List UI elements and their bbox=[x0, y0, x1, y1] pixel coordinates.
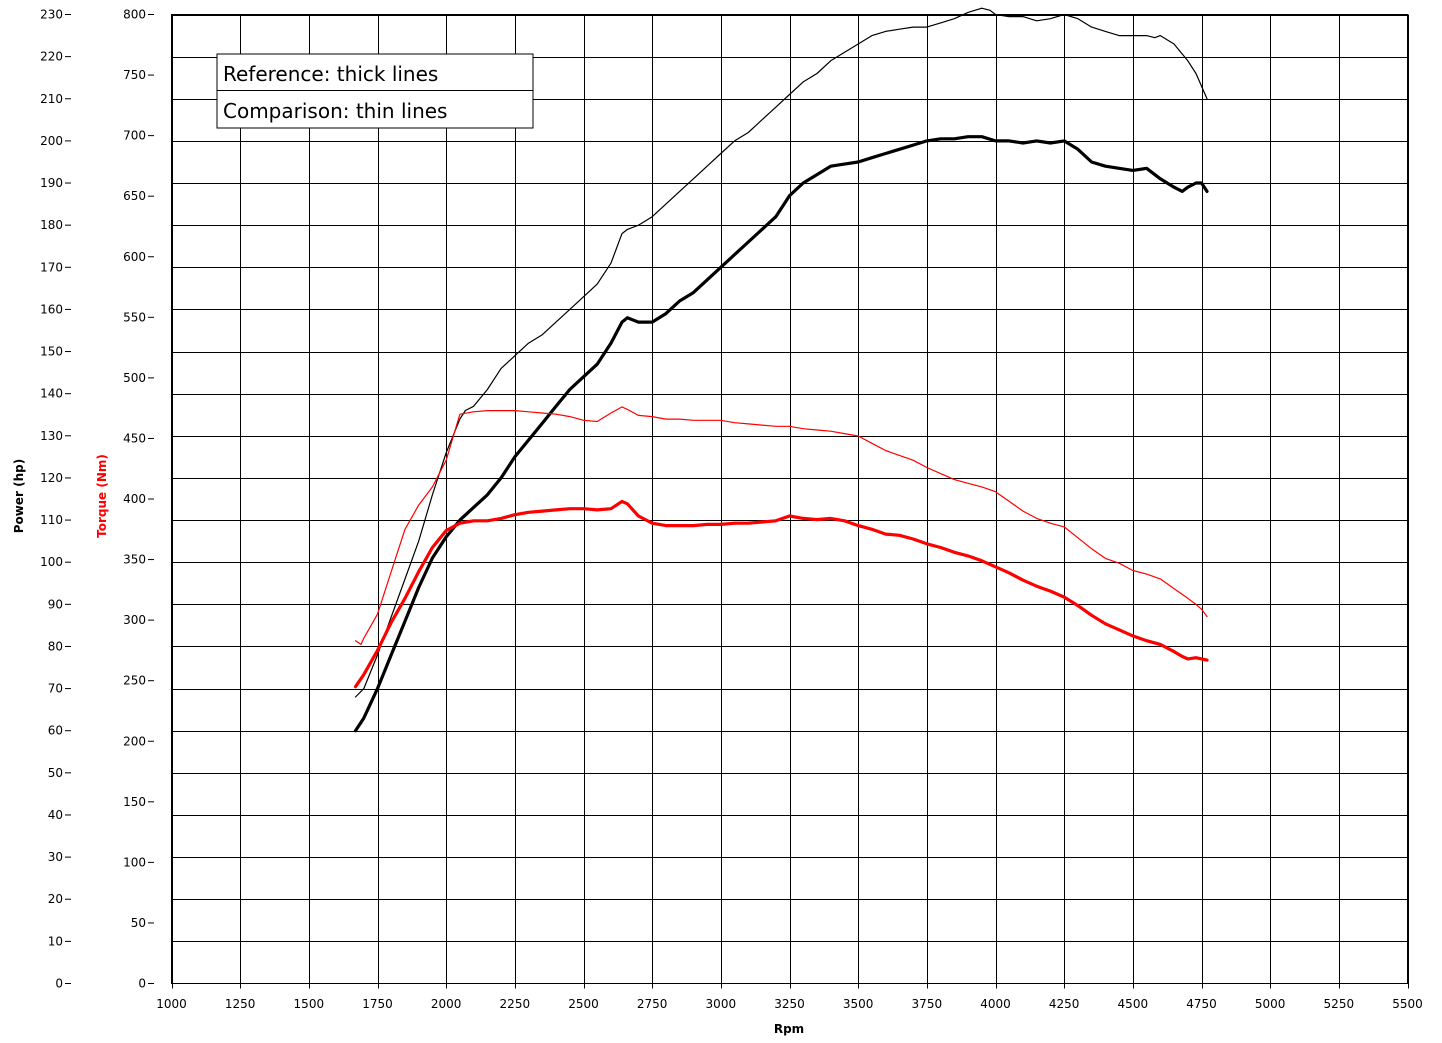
x-tick-label: 4750 bbox=[1186, 997, 1217, 1011]
power-tick-label: 190 bbox=[40, 176, 63, 190]
power-tick-label: 10 bbox=[48, 934, 63, 948]
x-tick-label: 3750 bbox=[912, 997, 943, 1011]
power-tick-label: 50 bbox=[48, 766, 63, 780]
torque-tick-label: 200 bbox=[123, 734, 146, 748]
x-tick-label: 3250 bbox=[774, 997, 805, 1011]
x-tick-label: 2750 bbox=[637, 997, 668, 1011]
power-tick-label: 170 bbox=[40, 260, 63, 274]
torque-tick-label: 0 bbox=[138, 977, 146, 991]
power-tick-label: 100 bbox=[40, 555, 63, 569]
x-tick-label: 4500 bbox=[1118, 997, 1149, 1011]
series-lines bbox=[353, 7, 1209, 733]
power-tick-label: 90 bbox=[48, 597, 63, 611]
torque-tick-label: 500 bbox=[123, 371, 146, 385]
x-tick-label: 2500 bbox=[568, 997, 599, 1011]
power-tick-label: 110 bbox=[40, 513, 63, 527]
power-tick-label: 230 bbox=[40, 8, 63, 22]
power-tick-label: 80 bbox=[48, 639, 63, 653]
x-tick-label: 3000 bbox=[706, 997, 737, 1011]
legend-entry-reference: Reference: thick lines bbox=[223, 62, 438, 86]
torque-tick-label: 600 bbox=[123, 250, 146, 264]
x-axis-ticks: 1000 1250 1500 1750 2000 2250 2500 2750 3000 3250… bbox=[156, 997, 1423, 1011]
power-thin-line bbox=[354, 7, 1208, 698]
torque-thin-line bbox=[354, 406, 1208, 646]
torque-tick-label: 150 bbox=[123, 795, 146, 809]
torque-tick-label: 300 bbox=[123, 613, 146, 627]
x-tick-label: 3500 bbox=[843, 997, 874, 1011]
torque-thick-line bbox=[353, 499, 1209, 689]
torque-tick-label: 250 bbox=[123, 674, 146, 688]
power-thick-line bbox=[353, 135, 1209, 733]
power-axis-ticks: 0 10 20 30 40 50 60 70 80 90 100 110 120 130 140 150 160… bbox=[40, 8, 71, 991]
x-tick-label: 4250 bbox=[1049, 997, 1080, 1011]
x-tick-label: 2250 bbox=[500, 997, 531, 1011]
power-tick-label: 180 bbox=[40, 218, 63, 232]
legend: Reference: thick lines Comparison: thin … bbox=[216, 53, 534, 129]
x-tick-label: 1000 bbox=[156, 997, 187, 1011]
power-tick-label: 70 bbox=[48, 682, 63, 696]
torque-axis-title: Torque (Nm) bbox=[95, 454, 109, 538]
x-axis-title: Rpm bbox=[774, 1022, 804, 1036]
torque-tick-label: 700 bbox=[123, 129, 146, 143]
torque-tick-label: 650 bbox=[123, 189, 146, 203]
grid bbox=[171, 14, 1409, 989]
power-tick-label: 20 bbox=[48, 892, 63, 906]
torque-axis-ticks: 0 50 100 150 200 250 300 350 400 450 500 550 600 650 7… bbox=[123, 8, 154, 991]
power-tick-label: 120 bbox=[40, 471, 63, 485]
torque-tick-label: 550 bbox=[123, 310, 146, 324]
power-tick-label: 140 bbox=[40, 387, 63, 401]
power-tick-label: 40 bbox=[48, 808, 63, 822]
power-axis-title: Power (hp) bbox=[12, 459, 26, 533]
x-tick-label: 2000 bbox=[431, 997, 462, 1011]
plot-frame bbox=[171, 14, 1408, 984]
x-tick-label: 5250 bbox=[1324, 997, 1355, 1011]
power-tick-label: 30 bbox=[48, 850, 63, 864]
x-tick-label: 5500 bbox=[1392, 997, 1423, 1011]
power-tick-label: 0 bbox=[55, 977, 63, 991]
torque-tick-label: 350 bbox=[123, 553, 146, 567]
x-tick-label: 5000 bbox=[1255, 997, 1286, 1011]
torque-tick-label: 750 bbox=[123, 68, 146, 82]
power-tick-label: 150 bbox=[40, 345, 63, 359]
power-tick-label: 220 bbox=[40, 50, 63, 64]
power-tick-label: 130 bbox=[40, 429, 63, 443]
legend-entry-comparison: Comparison: thin lines bbox=[223, 99, 447, 123]
torque-tick-label: 50 bbox=[131, 916, 146, 930]
power-tick-label: 210 bbox=[40, 92, 63, 106]
torque-tick-label: 400 bbox=[123, 492, 146, 506]
torque-tick-label: 800 bbox=[123, 8, 146, 22]
power-tick-label: 200 bbox=[40, 134, 63, 148]
x-tick-label: 1500 bbox=[294, 997, 325, 1011]
power-tick-label: 160 bbox=[40, 302, 63, 316]
power-tick-label: 60 bbox=[48, 724, 63, 738]
x-tick-label: 4000 bbox=[980, 997, 1011, 1011]
torque-tick-label: 100 bbox=[123, 855, 146, 869]
x-tick-label: 1250 bbox=[225, 997, 256, 1011]
x-tick-label: 1750 bbox=[362, 997, 393, 1011]
torque-tick-label: 450 bbox=[123, 431, 146, 445]
